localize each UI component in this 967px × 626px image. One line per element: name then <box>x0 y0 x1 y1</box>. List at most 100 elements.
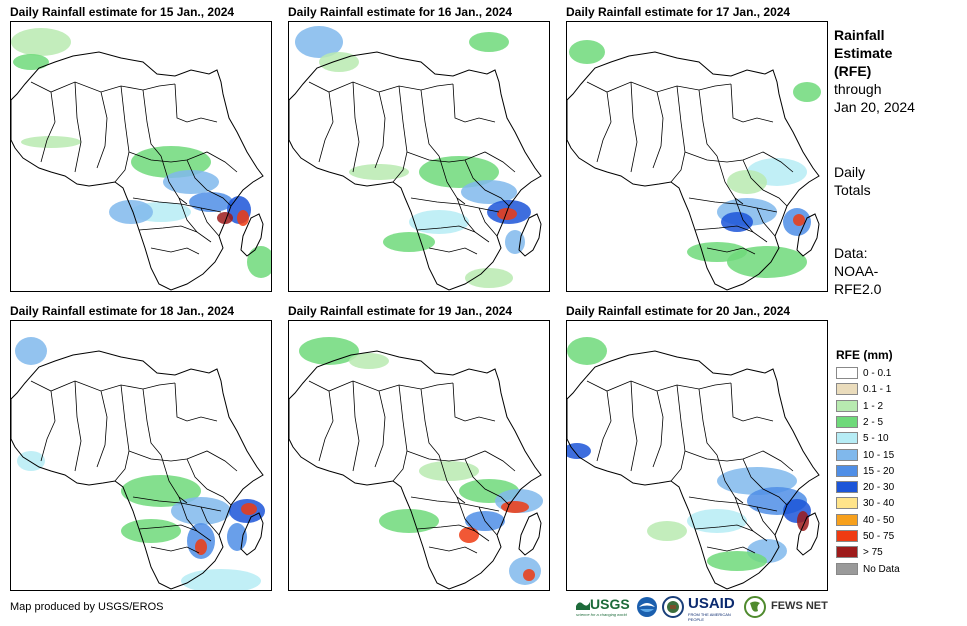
country-border <box>186 458 232 506</box>
country-border <box>420 388 440 456</box>
legend-label: 40 - 50 <box>863 514 895 526</box>
data-line-3: RFE2.0 <box>834 281 882 297</box>
country-border <box>178 197 198 233</box>
rain-area <box>21 136 81 148</box>
country-border <box>160 155 188 205</box>
rain-area <box>687 242 747 262</box>
usgs-wave-icon <box>576 602 590 610</box>
country-border <box>742 159 788 207</box>
legend-item: No Data <box>836 562 936 577</box>
rainfall-panel-jan-17: Daily Rainfall estimate for 17 Jan., 202… <box>566 4 828 292</box>
rain-area <box>217 212 233 224</box>
legend-swatch <box>836 530 858 542</box>
africa-outline <box>567 350 820 590</box>
fews-net-wordmark: FEWS NET <box>771 600 828 612</box>
legend-label: 50 - 75 <box>863 531 895 542</box>
product-title: Rainfall Estimate (RFE) through Jan 20, … <box>834 26 915 116</box>
country-border <box>694 225 768 243</box>
legend-item: 10 - 15 <box>836 448 936 463</box>
legend-item: > 75 <box>836 546 936 560</box>
rain-area <box>11 28 71 56</box>
country-border <box>114 384 130 482</box>
country-border <box>74 380 82 472</box>
country-border <box>706 247 756 255</box>
panel-title: Daily Rainfall estimate for 19 Jan., 202… <box>288 304 513 318</box>
country-border <box>420 89 440 157</box>
madagascar-outline <box>240 213 264 257</box>
country-border <box>200 506 220 536</box>
rain-area <box>409 210 469 234</box>
rain-area <box>13 54 49 70</box>
country-border <box>734 197 754 233</box>
country-border <box>178 496 198 532</box>
country-border <box>138 225 212 243</box>
fews-globe-icon <box>744 596 766 618</box>
madagascar-outline <box>796 512 820 556</box>
rainfall-map <box>566 21 828 292</box>
country-border <box>96 390 108 468</box>
totals-line-2: Totals <box>834 182 871 198</box>
country-border <box>352 380 360 472</box>
rainfall-panel-jan-16: Daily Rainfall estimate for 16 Jan., 202… <box>288 4 550 292</box>
legend-item: 0.1 - 1 <box>836 383 936 397</box>
rain-area <box>459 527 479 543</box>
country-border <box>174 382 218 422</box>
rain-area <box>383 232 435 252</box>
rain-area <box>299 337 359 365</box>
legend-label: No Data <box>863 563 900 575</box>
legend-item: 30 - 40 <box>836 497 936 511</box>
legend-swatch <box>836 367 858 379</box>
legend-label: 2 - 5 <box>863 416 884 428</box>
rain-area <box>195 539 207 555</box>
rain-area <box>227 523 247 551</box>
title-line-3: (RFE) <box>834 63 872 79</box>
country-border <box>416 225 490 243</box>
rain-area <box>497 208 517 220</box>
country-border <box>698 89 718 157</box>
country-border <box>730 83 774 123</box>
rain-area <box>349 353 389 369</box>
rain-area <box>727 246 807 278</box>
country-border <box>428 247 478 255</box>
totals-line-1: Daily <box>834 164 866 180</box>
country-border <box>456 197 476 233</box>
rain-area <box>379 509 439 533</box>
country-border <box>174 83 218 123</box>
rain-area <box>727 170 767 194</box>
country-border <box>308 380 454 392</box>
country-border <box>30 380 176 392</box>
legend-label: 0.1 - 1 <box>863 384 892 396</box>
country-border <box>128 450 238 472</box>
africa-map-svg <box>11 337 265 590</box>
country-border <box>160 454 188 504</box>
rainfall-map <box>288 21 550 292</box>
doi-logo <box>662 596 684 618</box>
country-border <box>200 207 220 237</box>
country-border <box>596 91 612 163</box>
usgs-tagline: science for a changing world <box>576 612 627 617</box>
country-border <box>630 81 638 173</box>
legend-swatch <box>836 399 858 412</box>
africa-outline <box>567 51 820 291</box>
country-border <box>586 380 732 392</box>
country-border <box>308 81 454 93</box>
through-date: Jan 20, 2024 <box>834 99 915 115</box>
madagascar-outline <box>518 213 542 257</box>
country-border <box>374 390 386 468</box>
legend-item: 50 - 75 <box>836 530 936 544</box>
country-border <box>186 159 232 207</box>
rain-area <box>469 32 509 52</box>
country-border <box>694 524 768 542</box>
country-border <box>742 458 788 506</box>
totals-label: Daily Totals <box>834 163 871 199</box>
country-border <box>670 85 686 183</box>
africa-outline <box>289 51 542 291</box>
title-line-2: Estimate <box>834 45 893 61</box>
rain-area <box>109 200 153 224</box>
country-border <box>684 450 794 472</box>
through-label: through <box>834 81 882 97</box>
country-border <box>114 85 130 183</box>
country-border <box>586 81 732 93</box>
legend-label: 1 - 2 <box>863 400 884 412</box>
data-line-2: NOAA- <box>834 263 879 279</box>
